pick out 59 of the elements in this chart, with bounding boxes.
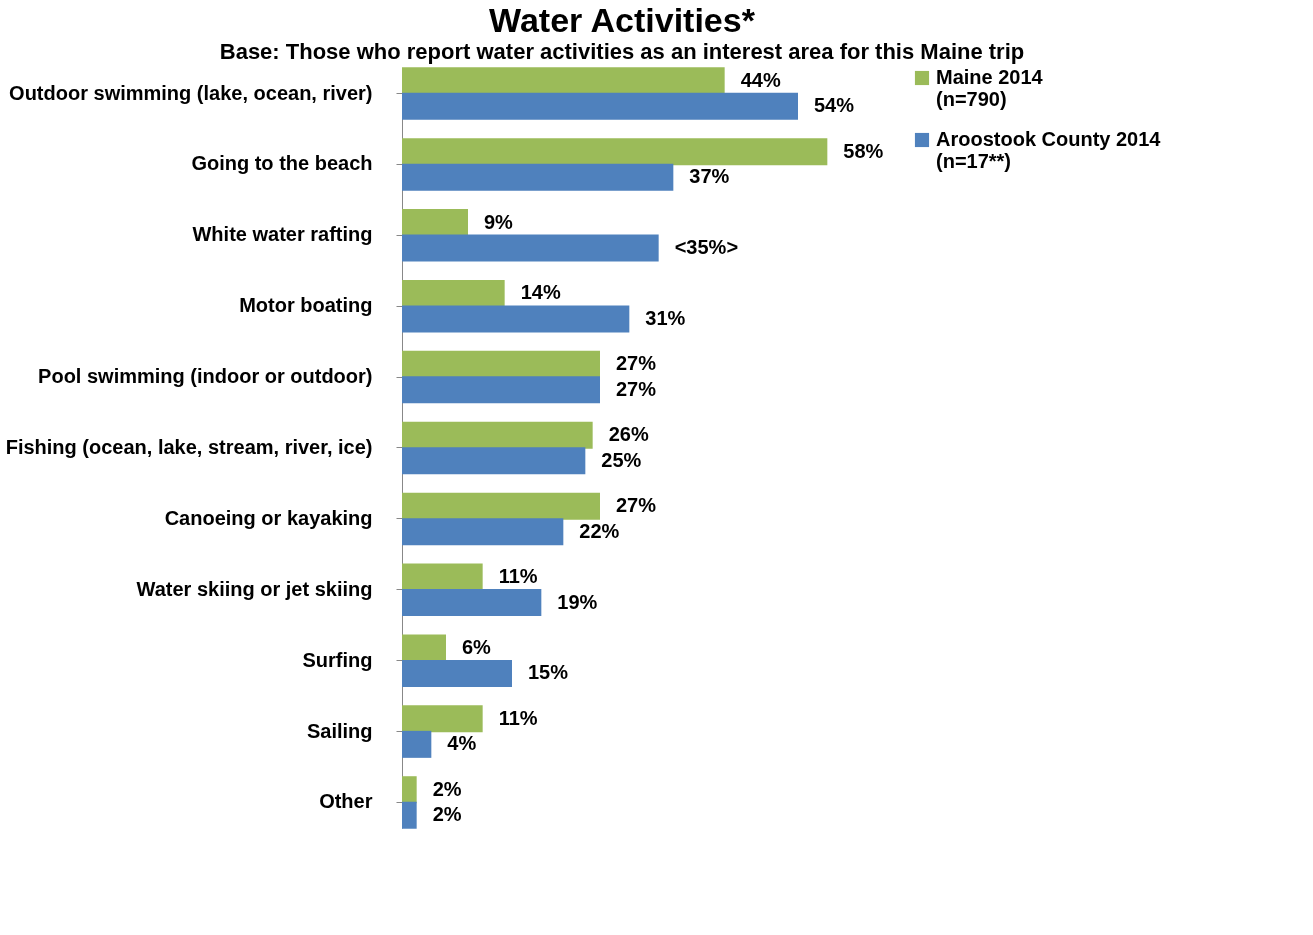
data-label: 9%	[484, 210, 514, 233]
data-label: 11%	[498, 706, 538, 729]
y-tick-label: Surfing	[302, 648, 373, 671]
chart-subtitle: Base: Those who report water activities as an interest area for this Maine trip	[219, 39, 1025, 65]
bar	[402, 492, 600, 520]
y-tick-label: Sailing	[306, 719, 373, 742]
y-tick-label: Canoeing or kayaking	[164, 506, 373, 529]
legend-label: Aroostook County 2014 (n=17**)	[936, 128, 1162, 172]
y-tick-label: White water rafting	[192, 223, 373, 246]
data-label: 26%	[608, 423, 649, 446]
data-label: 11%	[498, 565, 538, 588]
data-label: 15%	[528, 661, 569, 684]
data-label: 44%	[740, 68, 781, 91]
y-tick-label: Water skiing or jet skiing	[136, 577, 373, 600]
bar	[402, 92, 798, 120]
data-label: 19%	[557, 590, 598, 613]
bar	[402, 305, 630, 333]
bar	[402, 350, 600, 378]
data-label: 6%	[462, 635, 492, 658]
y-tick-label: Going to the beach	[191, 152, 373, 175]
data-label: 27%	[616, 352, 657, 375]
data-label: 37%	[689, 165, 730, 188]
data-label: 54%	[814, 94, 855, 117]
bar	[402, 705, 483, 733]
bar	[402, 563, 483, 591]
bar	[402, 421, 593, 449]
data-label: 22%	[579, 519, 620, 542]
bar	[402, 776, 417, 804]
data-label: 58%	[843, 139, 884, 162]
data-label: 27%	[616, 494, 657, 517]
bar	[402, 67, 725, 95]
data-label: 2%	[432, 777, 462, 800]
legend-label: Maine 2014 (n=790)	[936, 66, 1044, 110]
data-label: 25%	[601, 448, 642, 471]
bar	[402, 209, 468, 237]
bar	[402, 163, 674, 191]
bar	[402, 518, 564, 546]
bar	[402, 730, 432, 758]
data-label: 2%	[432, 803, 462, 826]
chart-title: Water Activities*	[489, 1, 756, 40]
bar	[402, 589, 542, 617]
y-tick-label: Other	[319, 790, 373, 813]
bar	[402, 279, 505, 307]
data-label: 27%	[616, 377, 657, 400]
bar	[402, 138, 828, 166]
y-tick-label: Pool swimming (indoor or outdoor)	[38, 365, 373, 388]
data-label: 31%	[645, 306, 686, 329]
y-tick-label: Outdoor swimming (lake, ocean, river)	[9, 81, 373, 104]
data-label: 14%	[520, 281, 561, 304]
bar	[402, 659, 512, 687]
bar	[402, 376, 600, 404]
bar	[402, 634, 446, 662]
bar	[402, 234, 659, 262]
y-tick-label: Fishing (ocean, lake, stream, river, ice)	[5, 436, 373, 458]
data-label: 4%	[447, 732, 477, 755]
y-tick-label: Motor boating	[239, 294, 373, 317]
data-label: <35%>	[674, 236, 739, 259]
bar	[402, 801, 417, 829]
bar	[402, 447, 586, 475]
